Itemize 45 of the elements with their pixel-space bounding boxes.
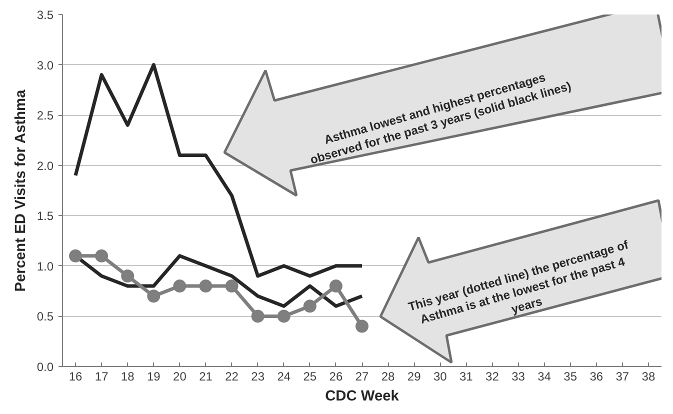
point: [303, 300, 316, 313]
x-tick-label: 26: [329, 370, 343, 384]
x-tick-label: 22: [225, 370, 239, 384]
point: [69, 249, 82, 262]
x-tick-label: 16: [68, 370, 83, 384]
point: [277, 310, 290, 323]
y-tick-label: 2.0: [36, 158, 54, 173]
point: [225, 280, 238, 293]
x-tick-label: 19: [146, 370, 161, 384]
y-tick-label: 1.0: [36, 259, 54, 274]
y-axis-title: Percent ED Visits for Asthma: [12, 88, 29, 292]
x-tick-label: 20: [173, 370, 187, 384]
y-tick-label: 2.5: [36, 108, 54, 123]
point: [147, 290, 160, 303]
y-tick-label: 3.0: [36, 58, 54, 72]
x-tick-label: 30: [433, 370, 448, 384]
point: [251, 310, 264, 323]
y-tick-label: 0.5: [36, 310, 54, 324]
point: [121, 270, 134, 282]
x-tick-label: 38: [642, 370, 656, 384]
point: [329, 280, 342, 293]
x-tick-label: 32: [486, 370, 500, 384]
y-tick-label: 0.0: [36, 360, 54, 374]
x-tick-label: 24: [277, 370, 291, 384]
x-tick-label: 17: [94, 370, 109, 384]
x-tick-label: 28: [381, 370, 396, 384]
x-tick-label: 23: [251, 370, 265, 384]
x-tick-label: 18: [120, 370, 135, 384]
point: [173, 280, 186, 293]
x-tick-label: 29: [407, 370, 422, 384]
x-tick-label: 21: [199, 370, 213, 384]
point: [95, 249, 108, 262]
x-tick-label: 31: [460, 370, 474, 384]
point: [199, 280, 212, 293]
y-tick-label: 3.5: [36, 8, 54, 22]
x-tick-label: 34: [538, 370, 552, 384]
x-tick-label: 33: [512, 370, 526, 384]
y-tick-label: 1.5: [36, 209, 54, 224]
x-tick-label: 35: [564, 370, 578, 384]
x-tick-label: 25: [303, 370, 317, 384]
point: [356, 320, 368, 333]
x-axis-title: CDC Week: [325, 388, 400, 404]
x-tick-label: 37: [616, 370, 630, 384]
x-tick-label: 36: [590, 370, 604, 384]
x-tick-label: 27: [355, 370, 369, 384]
